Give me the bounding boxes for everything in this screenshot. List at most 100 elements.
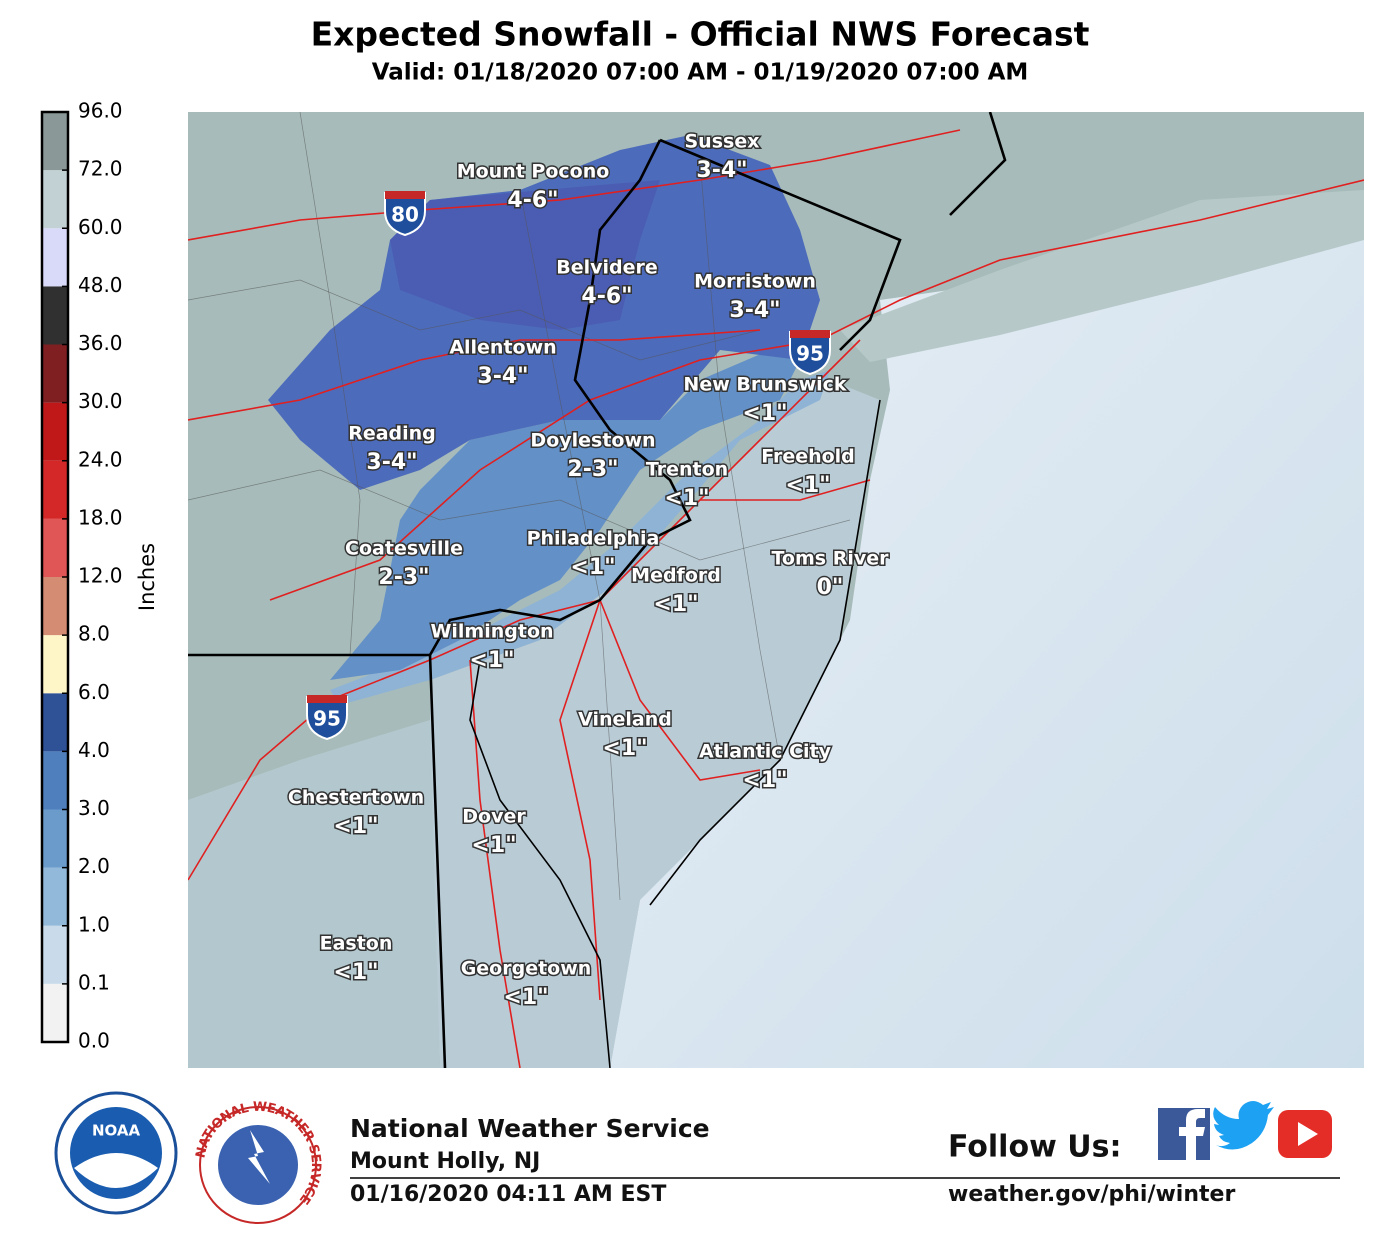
state-border <box>659 138 902 351</box>
twitter-icon[interactable] <box>1213 1101 1274 1150</box>
colorbar: 0.0 0.1 1.0 2.0 3.0 4.0 6.0 8.0 12.0 18.0 24.0 30.0… <box>40 99 123 1053</box>
city-name: Coatesville <box>345 538 463 560</box>
shield-body <box>384 192 426 237</box>
colorbar-label: 12.0 <box>78 564 123 588</box>
road <box>700 479 871 501</box>
nws-logo: NATIONAL WEATHER SERVICE <box>193 1099 324 1224</box>
office: National Weather Service <box>350 1114 710 1143</box>
colorbar-bin <box>42 577 68 636</box>
city-amount: 4-6" <box>581 284 632 309</box>
colorbar-bin <box>42 925 68 984</box>
colorbar-bin <box>42 867 68 926</box>
city-amount: 3-4" <box>477 364 528 389</box>
colorbar-bin <box>42 635 68 694</box>
shield-number: 95 <box>313 707 341 731</box>
colorbar-title: Inches <box>135 543 159 611</box>
snow-zone-4-6 <box>390 180 660 330</box>
colorbar-label: 6.0 <box>78 680 110 704</box>
interstate-shield: 95 <box>789 330 831 376</box>
city-amount: <1" <box>664 486 709 511</box>
colorbar-label: 60.0 <box>78 215 123 239</box>
city-name: Atlantic City <box>699 741 832 763</box>
colorbar-bin <box>42 112 68 171</box>
url[interactable]: weather.gov/phi/winter <box>948 1182 1235 1207</box>
colorbar-bin <box>42 170 68 229</box>
colorbar-label: 72.0 <box>78 157 123 181</box>
colorbar-label: 0.1 <box>78 970 110 994</box>
interstate-shield: 95 <box>306 695 348 741</box>
colorbar-bin <box>42 402 68 461</box>
colorbar-bin <box>42 518 68 577</box>
colorbar-label: 18.0 <box>78 505 123 529</box>
follow-label: Follow Us: <box>948 1130 1121 1165</box>
colorbar-bin <box>42 693 68 752</box>
city-amount: <1" <box>742 768 787 793</box>
county-line <box>188 469 851 561</box>
city-name: Morristown <box>694 271 816 293</box>
city-name: Chestertown <box>288 787 424 809</box>
youtube-icon[interactable] <box>1278 1110 1332 1158</box>
colorbar-label: 1.0 <box>78 912 110 936</box>
city-name: Doylestown <box>530 430 655 452</box>
city-name: Philadelphia <box>527 528 660 550</box>
colorbar-bin <box>42 983 68 1042</box>
road <box>599 599 761 781</box>
city-name: Wilmington <box>430 621 553 643</box>
city-name: Belvidere <box>556 257 658 279</box>
city-amount: 3-4" <box>696 158 747 183</box>
colorbar-bin <box>42 809 68 868</box>
colorbar-label: 2.0 <box>78 854 110 878</box>
road <box>469 659 521 1068</box>
city-amount: <1" <box>742 401 787 426</box>
road <box>188 339 861 881</box>
colorbar-label: 48.0 <box>78 273 123 297</box>
city-name: Toms River <box>772 548 890 570</box>
colorbar-label: 24.0 <box>78 447 123 471</box>
city-name: Easton <box>320 933 393 955</box>
shield-top <box>385 191 425 199</box>
city-name: Allentown <box>449 337 556 359</box>
facebook-icon[interactable] <box>1158 1108 1210 1160</box>
noaa-logo-text: NOAA <box>92 1122 141 1140</box>
interstate-shield: 80 <box>384 191 426 237</box>
colorbar-label: 3.0 <box>78 796 110 820</box>
location: Mount Holly, NJ <box>350 1149 540 1174</box>
colorbar-bin <box>42 344 68 403</box>
county-line <box>519 189 621 901</box>
city-name: Georgetown <box>461 958 592 980</box>
city-amount: 0" <box>817 575 844 600</box>
state-border <box>949 112 1007 216</box>
city-amount: <1" <box>503 985 548 1010</box>
road <box>269 179 1364 601</box>
map: 80 95 95 Sussex 3-4" Mount Pocono 4-6" Belvide… <box>188 112 1364 1068</box>
city-name: Freehold <box>761 446 855 468</box>
colorbar-label: 30.0 <box>78 389 123 413</box>
snow-zone-under-1 <box>430 380 880 1068</box>
city-amount: <1" <box>653 592 698 617</box>
city-name: Vineland <box>578 709 672 731</box>
snow-zone-under-1 <box>188 720 440 1068</box>
city-amount: 3-4" <box>729 298 780 323</box>
county-line <box>299 112 361 656</box>
subtitle: Valid: 01/18/2020 07:00 AM - 01/19/2020 … <box>372 60 1029 86</box>
colorbar-bin <box>42 286 68 345</box>
city-name: Sussex <box>685 131 760 153</box>
state-border <box>188 653 447 1068</box>
city-amount: <1" <box>469 648 514 673</box>
city-amount: 3-4" <box>366 450 417 475</box>
city-amount: 2-3" <box>378 565 429 590</box>
city-amount: <1" <box>785 473 830 498</box>
road <box>559 599 601 1001</box>
shield-number: 95 <box>796 342 824 366</box>
city-name: Dover <box>462 806 526 828</box>
ocean <box>610 230 1364 1068</box>
colorbar-bin <box>42 228 68 287</box>
city-amount: 4-6" <box>507 188 558 213</box>
title: Expected Snowfall - Official NWS Forecas… <box>311 15 1090 54</box>
county-line <box>699 159 781 761</box>
colorbar-label: 8.0 <box>78 622 110 646</box>
colorbar-label: 4.0 <box>78 738 110 762</box>
noaa-logo: NOAA <box>54 1091 178 1215</box>
